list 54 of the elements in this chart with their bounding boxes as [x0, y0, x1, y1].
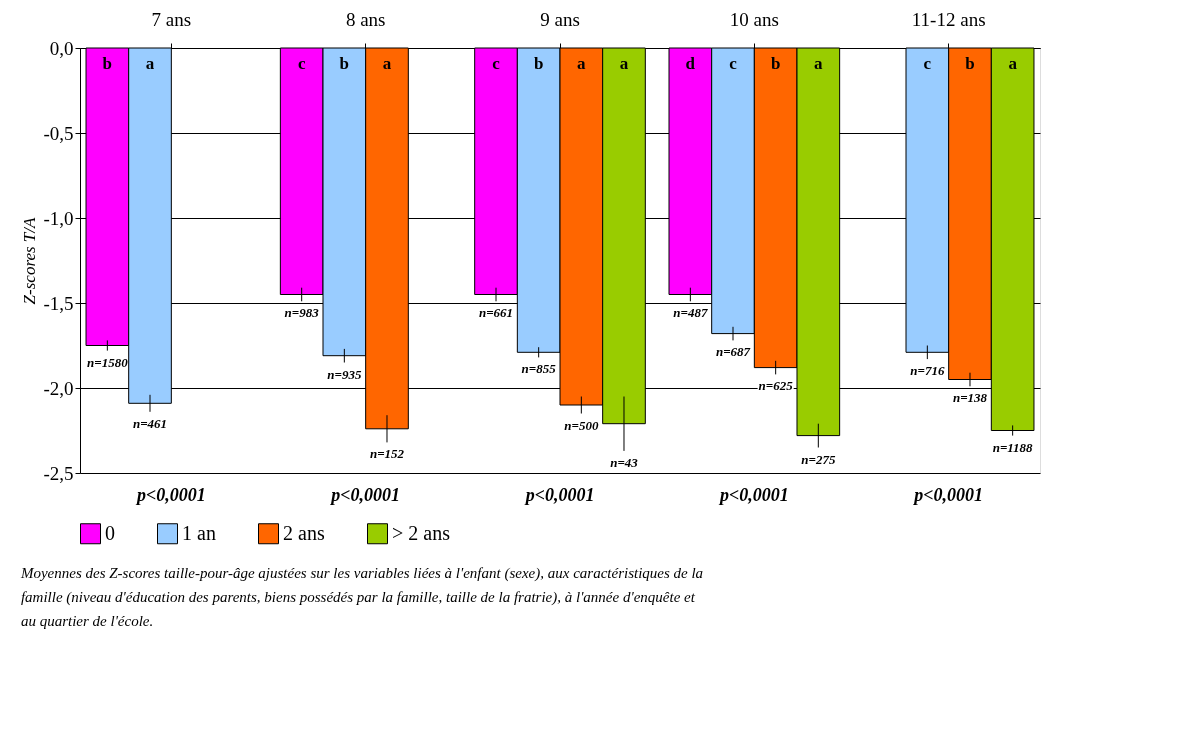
annotation: n=487: [673, 305, 708, 321]
text: p<0,0001: [329, 485, 401, 505]
annotation: a: [577, 54, 587, 73]
annotation: a: [145, 54, 155, 73]
annotation: n=43: [610, 454, 639, 470]
annotation: n=983: [284, 305, 320, 321]
legend-label: 2 ans: [283, 521, 325, 544]
annotation: a: [814, 54, 824, 73]
annotation: c: [297, 54, 306, 73]
annotation: n=716: [910, 363, 945, 379]
annotation: n=461: [132, 415, 168, 431]
y-tick-label: -1,0: [43, 207, 74, 229]
annotation: n=500: [564, 417, 599, 433]
annotation: a: [382, 54, 392, 73]
y-tick-label: -2,0: [43, 377, 74, 399]
legend-label: > 2 ans: [392, 521, 451, 544]
annotation: n=661: [478, 305, 514, 321]
x-tick-label: 11-12 ans: [911, 8, 986, 30]
y-tick-label: -0,5: [43, 122, 74, 144]
x-tick-label: 8 ans: [345, 8, 386, 30]
annotation: c: [492, 54, 501, 73]
text: Moyennes des Z-scores taille-pour-âge ajustées sur les variables liées à l'enfant (sexe), aux caractéristiques de la famille (niveau d'éducation des parents, biens possédés par la famille, taille de la fratrie), à l'année d'enquête et au quartier de l'école.: [19, 565, 704, 629]
text: p<0,0001: [717, 485, 789, 505]
text: p<0,0001: [134, 485, 206, 505]
legend-label: 0: [105, 521, 115, 544]
legend-label: 1 an: [182, 521, 216, 544]
annotation: n=625: [758, 378, 794, 394]
annotation: b: [339, 54, 350, 73]
annotation: n=1580: [87, 354, 129, 370]
annotation: b: [770, 54, 781, 73]
annotation: n=275: [801, 451, 836, 467]
annotation: n=138: [952, 390, 988, 406]
y-tick-label: -2,5: [43, 462, 74, 484]
y-tick-label: -1,5: [43, 292, 74, 314]
annotation: n=687: [715, 344, 751, 360]
x-tick-label: 9 ans: [540, 8, 580, 30]
annotation: n=1188: [992, 439, 1034, 455]
x-tick-label: 10 ans: [729, 8, 779, 30]
annotation: c: [923, 54, 932, 73]
y-tick-label: 0,0: [49, 37, 74, 59]
annotation: c: [729, 54, 738, 73]
text: p<0,0001: [523, 485, 595, 505]
x-tick-label: 7 ans: [151, 8, 192, 30]
annotation: n=855: [521, 361, 557, 377]
annotation: n=152: [369, 446, 405, 462]
text: p<0,0001: [912, 485, 984, 505]
annotation: d: [685, 54, 696, 73]
annotation: n=935: [327, 366, 362, 382]
annotation: a: [619, 54, 629, 73]
annotation: b: [102, 54, 113, 73]
y-axis-title: Z-scores T/A: [20, 217, 40, 305]
annotation: b: [533, 54, 544, 73]
annotation: b: [965, 54, 975, 73]
annotation: a: [1008, 54, 1018, 73]
